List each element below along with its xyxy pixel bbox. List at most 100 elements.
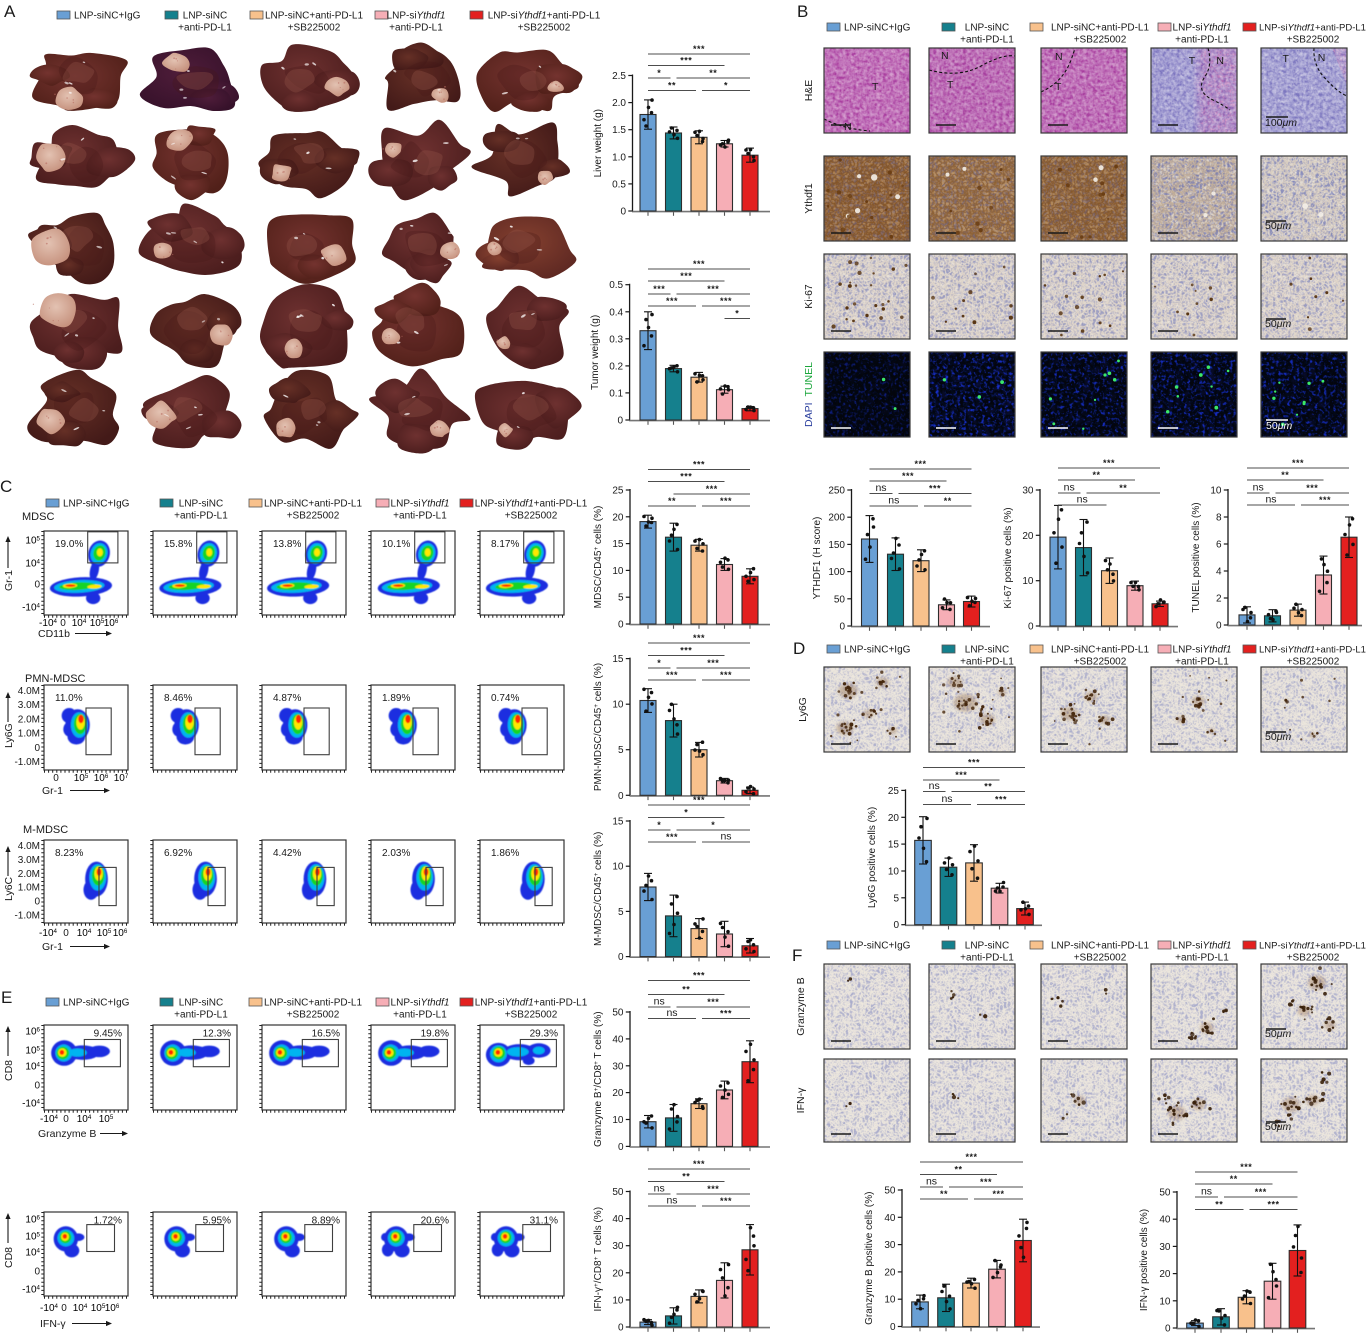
svg-text:6: 6 — [1216, 540, 1222, 551]
svg-text:50: 50 — [834, 594, 846, 605]
svg-text:1.0M: 1.0M — [18, 729, 40, 740]
svg-text:+anti-PD-L1: +anti-PD-L1 — [174, 511, 228, 522]
svg-text:8.23%: 8.23% — [55, 848, 83, 859]
svg-text:50μm: 50μm — [1265, 731, 1291, 743]
svg-text:LNP-siNC+IgG: LNP-siNC+IgG — [844, 23, 911, 34]
svg-text:E: E — [1, 988, 12, 1007]
svg-text:50: 50 — [1159, 1188, 1171, 1199]
svg-text:***: *** — [720, 1196, 732, 1206]
svg-text:*: * — [711, 820, 715, 830]
svg-text:30: 30 — [612, 1241, 624, 1252]
svg-text:*: * — [657, 820, 661, 830]
svg-text:2: 2 — [1216, 594, 1222, 605]
svg-text:***: *** — [693, 1159, 705, 1169]
svg-text:105: 105 — [91, 1303, 106, 1314]
svg-text:ns: ns — [875, 482, 886, 494]
svg-text:MDSC: MDSC — [22, 511, 54, 523]
svg-text:106: 106 — [104, 618, 119, 629]
svg-text:0: 0 — [60, 618, 66, 629]
svg-text:LNP-siNC: LNP-siNC — [183, 11, 227, 22]
svg-text:CD8: CD8 — [3, 1247, 15, 1268]
svg-text:ns: ns — [654, 1183, 665, 1195]
svg-text:DAPITUNEL: DAPITUNEL — [803, 362, 815, 427]
svg-text:***: *** — [680, 56, 692, 66]
svg-text:Ly6C: Ly6C — [3, 876, 15, 901]
svg-text:0.3: 0.3 — [609, 334, 623, 345]
svg-text:YTHDF1 (H score): YTHDF1 (H score) — [812, 517, 823, 600]
svg-text:15: 15 — [612, 539, 624, 550]
svg-text:+anti-PD-L1: +anti-PD-L1 — [393, 511, 447, 522]
svg-text:105: 105 — [90, 618, 105, 629]
svg-text:LNP-siYthdf1+anti-PD-L1: LNP-siYthdf1+anti-PD-L1 — [475, 998, 588, 1009]
svg-text:29.3%: 29.3% — [530, 1029, 558, 1040]
svg-text:***: *** — [1267, 1200, 1279, 1210]
svg-text:***: *** — [720, 296, 732, 306]
svg-text:LNP-siNC: LNP-siNC — [965, 23, 1009, 34]
svg-text:LNP-siNC: LNP-siNC — [965, 645, 1009, 656]
svg-text:A: A — [4, 2, 16, 21]
svg-text:11.0%: 11.0% — [55, 693, 83, 704]
svg-text:ns: ns — [1253, 482, 1264, 494]
svg-text:IFN-γ+/CD8+ T cells (%): IFN-γ+/CD8+ T cells (%) — [593, 1207, 604, 1311]
svg-text:4.42%: 4.42% — [273, 848, 301, 859]
svg-text:+anti-PD-L1: +anti-PD-L1 — [389, 23, 443, 34]
svg-text:50μm: 50μm — [1265, 318, 1291, 330]
svg-text:***: *** — [902, 471, 914, 481]
svg-text:Ki-67: Ki-67 — [803, 284, 815, 309]
svg-text:9.45%: 9.45% — [94, 1029, 122, 1040]
svg-text:***: *** — [1103, 458, 1115, 468]
svg-text:LNP-siNC: LNP-siNC — [965, 941, 1009, 952]
svg-text:**: ** — [1281, 470, 1289, 480]
svg-text:***: *** — [707, 284, 719, 294]
svg-text:10: 10 — [888, 867, 900, 878]
svg-text:***: *** — [955, 770, 967, 780]
svg-text:ns: ns — [926, 1176, 937, 1188]
svg-text:B: B — [797, 2, 808, 21]
svg-text:50: 50 — [612, 1187, 624, 1198]
svg-text:IFN-γ positive cells (%): IFN-γ positive cells (%) — [1139, 1209, 1150, 1311]
svg-text:Granzyme B+/CD8+ T cells (%): Granzyme B+/CD8+ T cells (%) — [593, 1011, 604, 1147]
svg-text:***: *** — [707, 997, 719, 1007]
svg-text:-104: -104 — [39, 618, 57, 629]
svg-text:0: 0 — [618, 952, 624, 963]
svg-text:10: 10 — [612, 1115, 624, 1126]
svg-text:105: 105 — [99, 1114, 114, 1125]
svg-text:LNP-siYthdf1: LNP-siYthdf1 — [1173, 941, 1232, 952]
svg-text:*: * — [657, 68, 661, 78]
svg-text:N: N — [941, 50, 949, 62]
svg-text:5: 5 — [618, 593, 624, 604]
svg-text:-104: -104 — [22, 1284, 40, 1295]
svg-text:106: 106 — [105, 1303, 120, 1314]
svg-text:15: 15 — [612, 654, 624, 665]
svg-text:***: *** — [968, 758, 980, 768]
svg-text:0: 0 — [1216, 621, 1222, 632]
svg-text:LNP-siNC+IgG: LNP-siNC+IgG — [63, 499, 130, 510]
svg-text:40: 40 — [884, 1213, 896, 1224]
svg-text:20: 20 — [612, 1088, 624, 1099]
svg-text:Ly6G: Ly6G — [3, 723, 15, 748]
svg-text:***: *** — [1255, 1187, 1267, 1197]
svg-text:C: C — [0, 477, 12, 496]
svg-text:104: 104 — [25, 558, 40, 569]
svg-text:**: ** — [940, 1189, 948, 1199]
svg-text:***: *** — [720, 670, 732, 680]
svg-text:5.95%: 5.95% — [203, 1216, 231, 1227]
svg-text:31.1%: 31.1% — [530, 1216, 558, 1227]
svg-text:LNP-siYthdf1+anti-PD-L1: LNP-siYthdf1+anti-PD-L1 — [1259, 645, 1366, 656]
svg-text:***: *** — [693, 44, 705, 54]
svg-text:15: 15 — [888, 840, 900, 851]
svg-text:40: 40 — [612, 1034, 624, 1045]
svg-text:0: 0 — [620, 207, 626, 218]
svg-text:5: 5 — [618, 907, 624, 918]
svg-text:30: 30 — [612, 1061, 624, 1072]
svg-text:50μm: 50μm — [1266, 420, 1292, 432]
svg-text:M-MDSC: M-MDSC — [23, 824, 68, 836]
svg-text:Ly6G positive cells (%): Ly6G positive cells (%) — [867, 807, 878, 908]
svg-text:***: *** — [680, 472, 692, 482]
svg-text:105: 105 — [74, 773, 89, 784]
svg-text:**: ** — [682, 985, 690, 995]
svg-text:20: 20 — [1159, 1269, 1171, 1280]
svg-text:LNP-siYthdf1: LNP-siYthdf1 — [1173, 645, 1232, 656]
svg-text:-104: -104 — [40, 1303, 58, 1314]
svg-text:104: 104 — [73, 1303, 88, 1314]
